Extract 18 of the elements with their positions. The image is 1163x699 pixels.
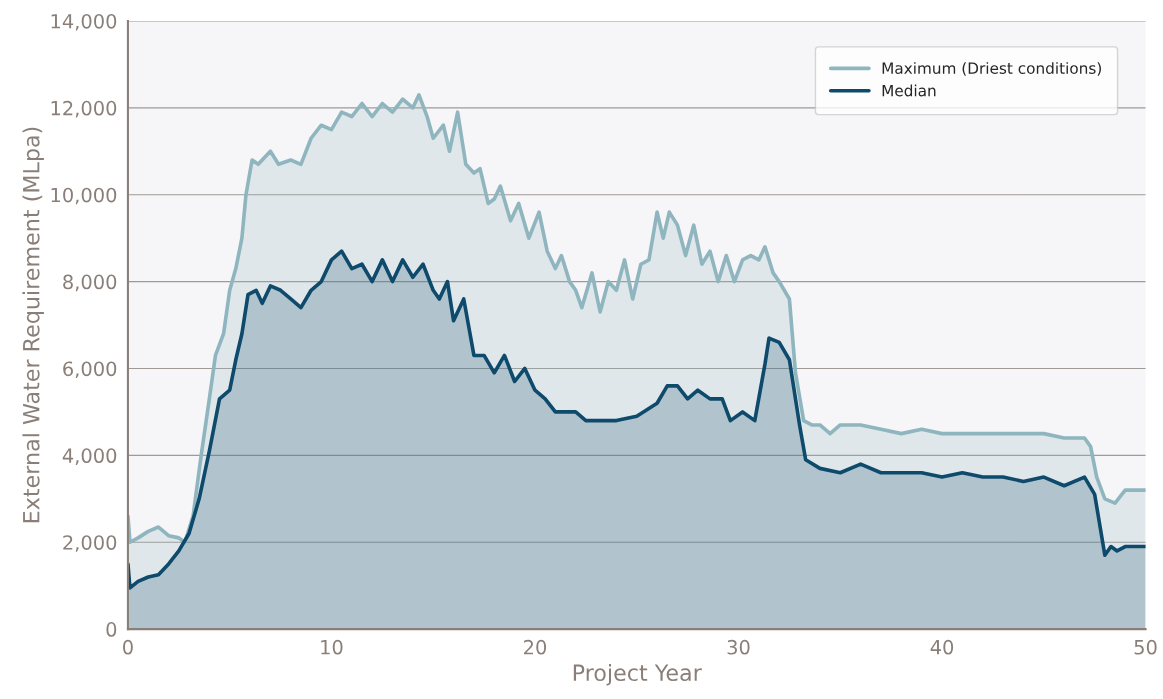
- y-tick-label: 10,000: [51, 187, 117, 205]
- y-tick-label: 2,000: [63, 535, 117, 552]
- legend-label: Median: [882, 84, 936, 97]
- x-tick-label: 20: [524, 639, 547, 655]
- x-tick-label: 40: [930, 639, 954, 655]
- x-tick-label: 30: [727, 639, 750, 655]
- y-axis-title: External Water Requirement (MLpa): [22, 127, 44, 523]
- y-tick-label: 12,000: [51, 100, 117, 118]
- y-tick-label: 0: [106, 622, 117, 637]
- y-tick-label: 6,000: [63, 361, 117, 379]
- y-tick-label: 4,000: [62, 448, 117, 465]
- x-tick-label: 50: [1134, 639, 1157, 655]
- x-tick-label: 0: [123, 639, 133, 655]
- legend-label: Maximum (Driest conditions): [882, 62, 1101, 76]
- x-axis-title: Project Year: [573, 663, 702, 686]
- y-tick-label: 8,000: [63, 274, 117, 292]
- y-tick-label: 14,000: [51, 13, 117, 31]
- x-tick-label: 10: [321, 639, 343, 655]
